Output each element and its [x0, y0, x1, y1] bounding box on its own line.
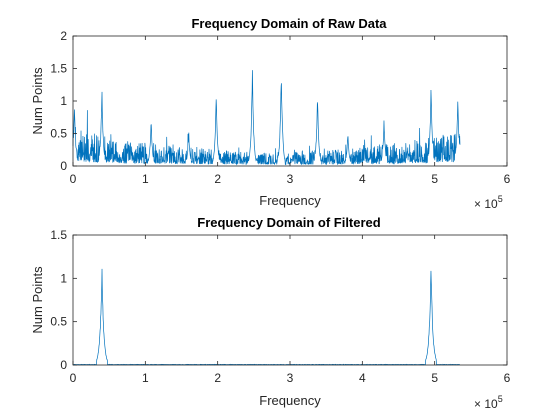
subplot-raw-x-label: Frequency: [259, 193, 321, 208]
y-tick-label: 1: [60, 271, 67, 285]
subplot-raw-y-label: Num Points: [30, 67, 45, 135]
subplot-filtered-axes-box: [72, 234, 508, 366]
x-tick-label: 6: [504, 172, 511, 186]
subplot-filtered-title: Frequency Domain of Filtered: [197, 215, 381, 230]
y-tick-label: 0.5: [50, 127, 67, 141]
x-tick-label: 2: [214, 172, 221, 186]
x-tick-label: 2: [214, 371, 221, 385]
y-tick-label: 0: [60, 159, 67, 173]
subplot-raw-x-exponent: × 105: [474, 194, 503, 211]
series-line-raw: [72, 70, 461, 166]
x-tick-label: 6: [504, 371, 511, 385]
subplot-filtered-x-label: Frequency: [259, 393, 321, 408]
subplot-filtered-y-ticks: 0 0.5 1 1.5: [50, 228, 507, 372]
subplot-filtered-series: [72, 268, 461, 366]
subplot-raw-title: Frequency Domain of Raw Data: [191, 16, 387, 31]
subplot-raw-x-ticks: 0 1 2 3 4 5 6: [70, 36, 511, 186]
subplot-raw: Frequency Domain of Raw Data 0 1 2 3 4 5 6 0 0.…: [30, 16, 511, 211]
y-tick-label: 1.5: [50, 62, 67, 76]
y-tick-label: 1: [60, 94, 67, 108]
x-tick-label: 4: [359, 371, 366, 385]
subplot-filtered-x-ticks: 0 1 2 3 4 5 6: [70, 235, 511, 385]
subplot-filtered: Frequency Domain of Filtered 0 1 2 3 4 5 6 0 0.…: [30, 215, 511, 411]
y-tick-label: 1.5: [50, 228, 67, 242]
x-tick-label: 1: [142, 371, 149, 385]
y-tick-label: 2: [60, 29, 67, 43]
x-tick-label: 3: [287, 371, 294, 385]
subplot-filtered-y-label: Num Points: [30, 266, 45, 334]
x-tick-label: 5: [431, 172, 438, 186]
y-tick-label: 0: [60, 358, 67, 372]
y-tick-label: 0.5: [50, 315, 67, 329]
x-tick-label: 0: [70, 371, 77, 385]
x-tick-label: 1: [142, 172, 149, 186]
subplot-raw-y-ticks: 0 0.5 1 1.5 2: [50, 29, 507, 173]
x-tick-label: 3: [287, 172, 294, 186]
x-tick-label: 5: [431, 371, 438, 385]
x-tick-label: 4: [359, 172, 366, 186]
subplot-raw-series: [72, 70, 461, 166]
series-line-filtered: [72, 268, 461, 366]
x-tick-label: 0: [70, 172, 77, 186]
subplot-filtered-x-exponent: × 105: [474, 394, 503, 411]
